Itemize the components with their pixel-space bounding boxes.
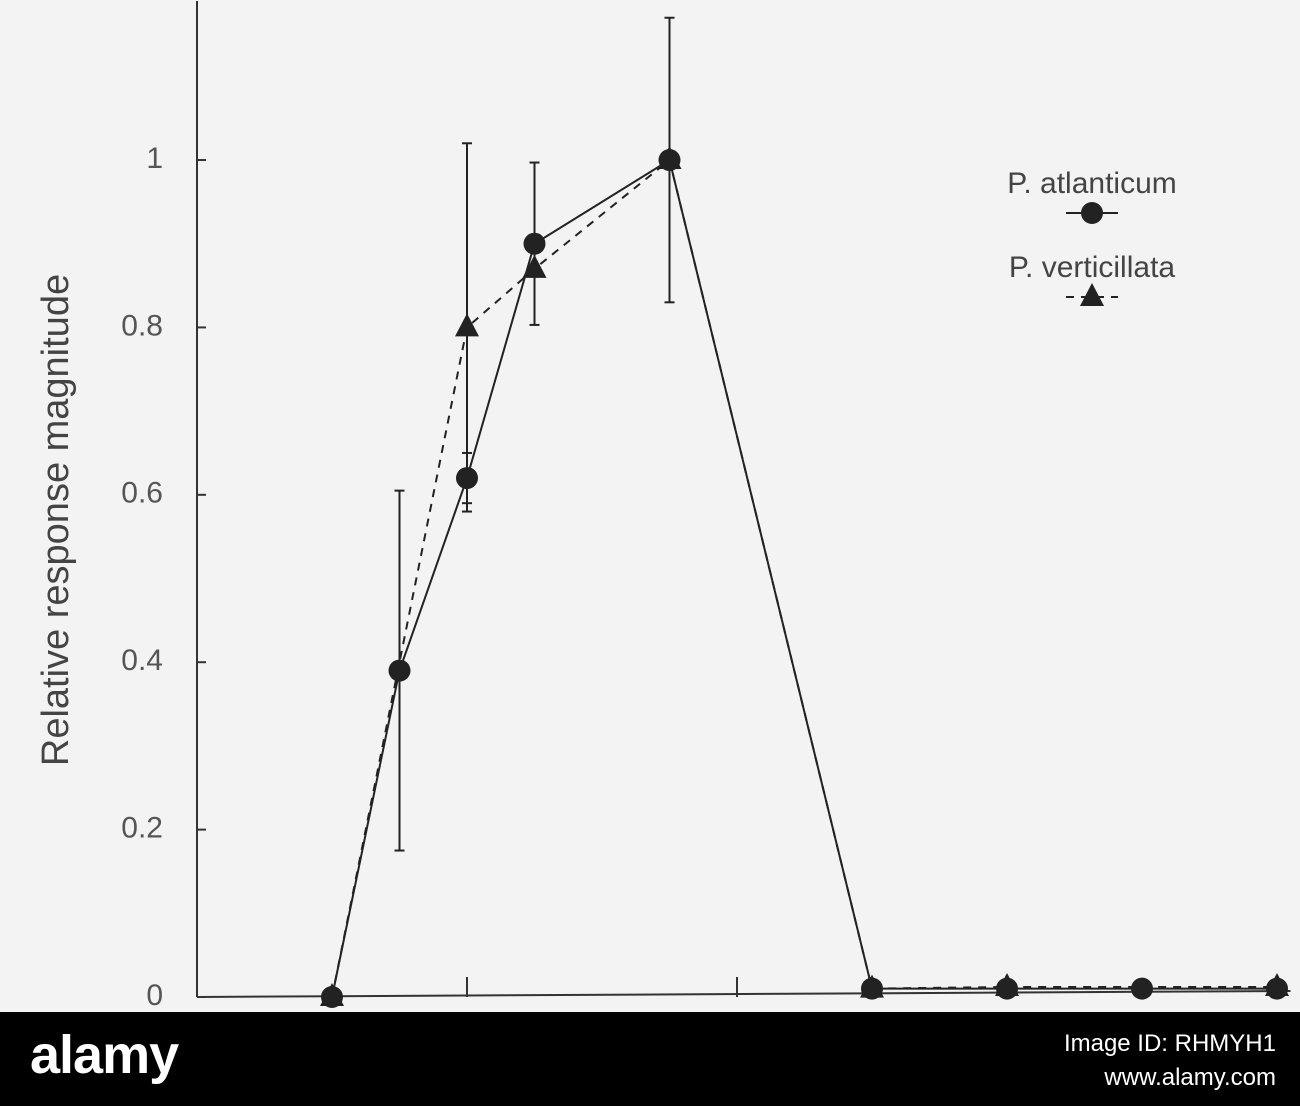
series-line: [331, 158, 1277, 998]
point: [1081, 202, 1103, 224]
y-tick-label: 0.6: [121, 477, 163, 510]
legend-label: P. atlanticum: [1007, 167, 1177, 200]
image-id: Image ID: RHMYH1: [1063, 1030, 1276, 1057]
y-tick-label: 0: [146, 979, 163, 1012]
point: [995, 972, 1019, 996]
point: [455, 313, 479, 337]
y-tick-label: 0.8: [121, 309, 163, 342]
point: [657, 146, 682, 170]
point: [1131, 977, 1153, 1000]
point: [1265, 972, 1289, 996]
legend-label: P. verticillata: [1009, 251, 1176, 284]
point: [522, 254, 547, 278]
point: [860, 974, 884, 998]
y-axis-label: Relative response magnitude: [35, 274, 77, 766]
brand: alamy: [30, 1025, 179, 1085]
chart: Relative response magnitude 0 0.2 0.4 0.6 0.…: [35, 1, 1300, 1012]
y-tick-label: 0.2: [121, 812, 163, 845]
url: www.alamy.com: [1104, 1064, 1276, 1091]
point: [1080, 283, 1104, 306]
x-axis: [196, 990, 1291, 998]
point: [320, 983, 344, 1006]
point: [523, 232, 546, 255]
watermark-bar: alamy Image ID: RHMYH1 www.alamy.com: [0, 1012, 1300, 1106]
point: [388, 659, 411, 682]
y-tick-label: 0.4: [121, 644, 163, 677]
y-tick-label: 1: [146, 142, 163, 175]
series-line: [331, 158, 1277, 998]
point: [456, 467, 478, 490]
